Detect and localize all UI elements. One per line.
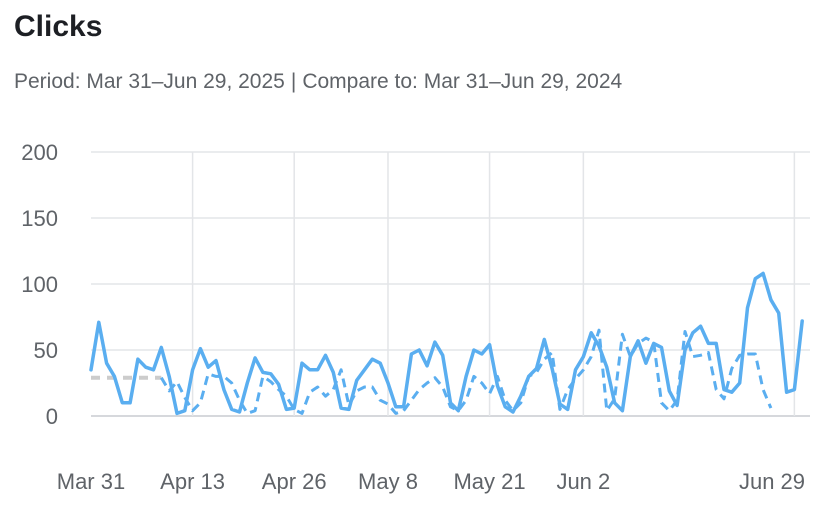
series-layer <box>89 271 804 416</box>
x-tick-label: Jun 29 <box>739 469 805 494</box>
y-tick-label: 100 <box>21 272 58 297</box>
period-label: Period: Mar 31–Jun 29, 2025 <box>14 70 285 93</box>
chart-title: Clicks <box>14 10 103 43</box>
y-tick-label: 50 <box>34 338 58 363</box>
x-tick-label: May 21 <box>453 469 525 494</box>
grid-lines <box>91 151 810 417</box>
x-tick-label: Apr 13 <box>160 469 225 494</box>
subtitle-separator: | <box>290 70 297 93</box>
y-axis-ticks: 0 50 100 150 200 <box>21 140 58 429</box>
y-tick-label: 200 <box>21 140 58 165</box>
period-subtitle: Period: Mar 31–Jun 29, 2025 | Compare to: … <box>14 70 622 94</box>
y-tick-label: 150 <box>21 206 58 231</box>
current-series-line <box>89 271 804 416</box>
x-tick-label: May 8 <box>358 469 418 494</box>
compare-label: Compare to: Mar 31–Jun 29, 2024 <box>302 70 623 93</box>
x-tick-label: Apr 26 <box>262 469 327 494</box>
x-tick-label: Mar 31 <box>57 469 125 494</box>
x-axis-ticks: Mar 31 Apr 13 Apr 26 May 8 May 21 Jun 2 Jun 29 <box>57 469 805 494</box>
x-tick-label: Jun 2 <box>556 469 610 494</box>
y-tick-label: 0 <box>46 404 58 429</box>
